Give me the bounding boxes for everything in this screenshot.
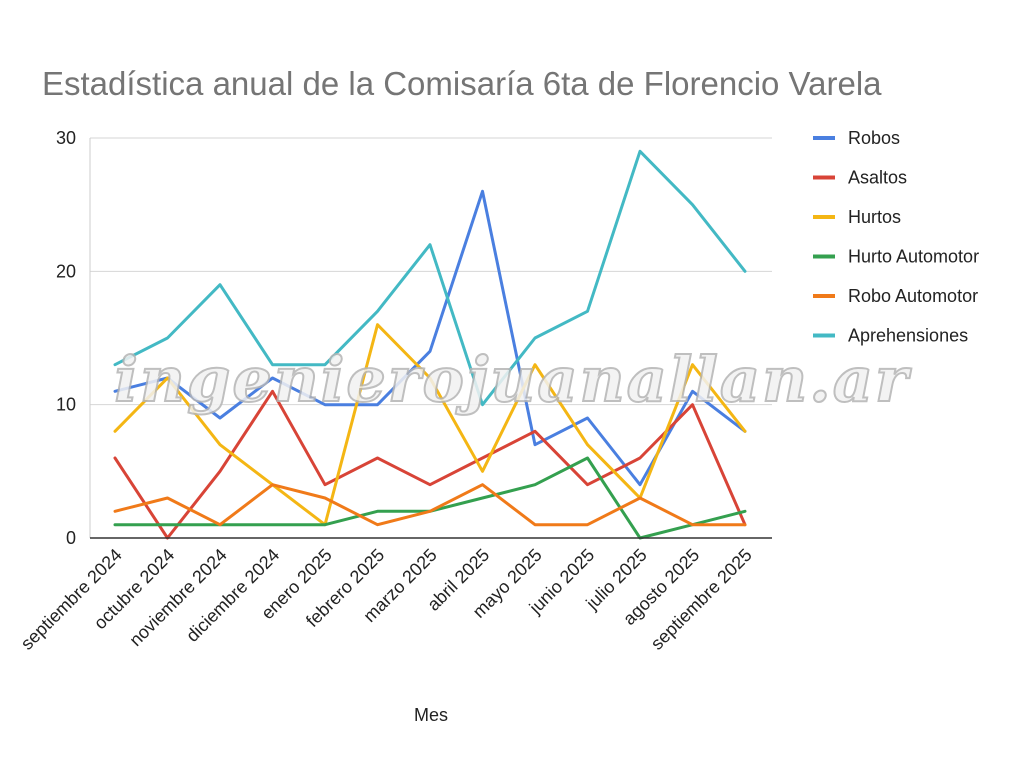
legend-label: Robo Automotor — [848, 286, 978, 306]
x-axis-title: Mes — [414, 705, 448, 725]
x-tick-label: diciembre 2024 — [182, 545, 283, 646]
legend-item: Hurtos — [813, 207, 901, 227]
legend-label: Aprehensiones — [848, 326, 968, 346]
legend-label: Robos — [848, 128, 900, 148]
legend-item: Aprehensiones — [813, 326, 968, 346]
chart-title: Estadística anual de la Comisaría 6ta de… — [42, 65, 882, 102]
x-tick-label: septiembre 2025 — [647, 545, 756, 654]
watermark: ingenierojuanallan.ar — [114, 343, 912, 416]
y-axis-ticks: 0 10 20 30 — [56, 128, 76, 548]
legend-label: Asaltos — [848, 168, 907, 188]
legend: Robos Asaltos Hurtos Hurto Automotor Robo Au… — [813, 128, 979, 346]
legend-item: Hurto Automotor — [813, 247, 979, 267]
legend-item: Robos — [813, 128, 900, 148]
legend-item: Asaltos — [813, 168, 907, 188]
y-tick-label: 20 — [56, 261, 76, 281]
x-tick-label: noviembre 2024 — [125, 545, 230, 650]
series-line-robo-automotor — [113, 483, 747, 527]
legend-label: Hurtos — [848, 207, 901, 227]
series-line-aprehensiones — [113, 149, 747, 407]
y-tick-label: 30 — [56, 128, 76, 148]
gridlines — [89, 137, 772, 538]
legend-label: Hurto Automotor — [848, 247, 979, 267]
y-tick-label: 10 — [56, 395, 76, 415]
legend-item: Robo Automotor — [813, 286, 978, 306]
y-tick-label: 0 — [66, 528, 76, 548]
series-line-asaltos — [113, 389, 747, 540]
series-line-robos — [113, 189, 747, 487]
